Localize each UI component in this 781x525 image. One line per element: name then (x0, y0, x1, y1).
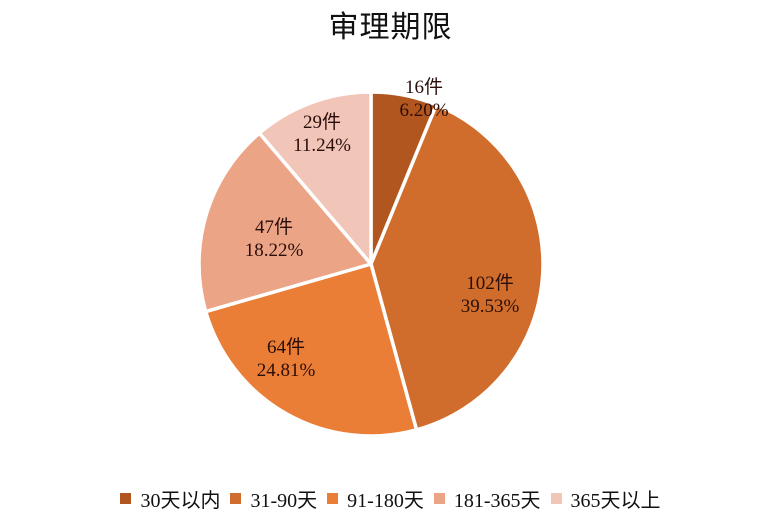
legend-item-181-365-days: 181-365天 (433, 484, 541, 513)
pie-slice (197, 131, 373, 314)
legend-item-over-365-days: 365天以上 (550, 484, 661, 513)
legend-swatch-icon (433, 493, 445, 504)
slice-count: 29件 (302, 112, 341, 133)
legend-label: 181-365天 (453, 490, 541, 512)
slice-count: 16件 (404, 77, 443, 98)
slice-percent: 6.20% (399, 100, 449, 121)
slice-label-31-90-days: 102件 39.53% (440, 272, 540, 318)
legend-swatch-icon (550, 493, 562, 504)
chart-title: 审理期限 (328, 10, 453, 45)
chart-legend: 30天以内 31-90天 91-180天 181-365天 365天以上 (0, 484, 781, 513)
slice-count: 102件 (466, 273, 514, 294)
pie-slices (197, 90, 545, 438)
legend-swatch-icon (327, 493, 339, 504)
legend-swatch-icon (120, 493, 132, 504)
slice-percent: 39.53% (460, 296, 520, 317)
legend-item-30-days: 30天以内 (120, 484, 220, 513)
slice-percent: 11.24% (293, 135, 351, 156)
pie-slice (203, 262, 419, 438)
legend-label: 91-180天 (347, 490, 424, 512)
slice-label-over-365-days: 29件 11.24% (272, 111, 372, 157)
legend-swatch-icon (230, 493, 242, 504)
slice-label-30-days: 16件 6.20% (384, 76, 464, 122)
legend-label: 31-90天 (250, 490, 318, 512)
legend-item-91-180-days: 91-180天 (327, 484, 424, 513)
legend-label: 365天以上 (570, 490, 661, 512)
legend-label: 30天以内 (140, 490, 221, 512)
slice-percent: 18.22% (244, 240, 304, 261)
slice-percent: 24.81% (256, 360, 316, 381)
legend-item-31-90-days: 31-90天 (230, 484, 317, 513)
pie-slice (257, 90, 373, 266)
slice-count: 64件 (266, 337, 305, 358)
slice-label-91-180-days: 64件 24.81% (236, 336, 336, 382)
slice-count: 47件 (254, 217, 293, 238)
pie-slice (369, 103, 545, 432)
slice-label-181-365-days: 47件 18.22% (224, 216, 324, 262)
